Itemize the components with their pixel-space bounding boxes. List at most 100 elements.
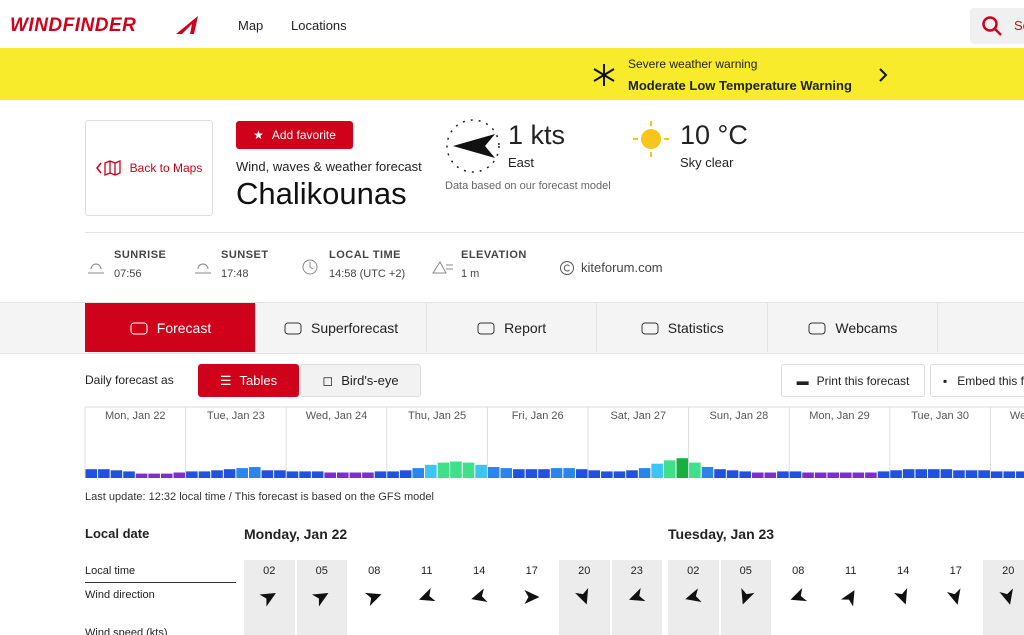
warning-title: Severe weather warning bbox=[628, 57, 758, 71]
chevron bbox=[879, 68, 888, 82]
day-label: Tue, Jan 23 bbox=[207, 410, 265, 422]
icon-sun bbox=[88, 263, 104, 274]
wind-bar bbox=[902, 469, 915, 478]
add-favorite[interactable]: ★ Add favorite bbox=[236, 121, 353, 149]
nav-link[interactable]: Map bbox=[238, 18, 264, 33]
nav-link[interactable]: Locations bbox=[291, 18, 347, 33]
view-birdseye[interactable]: ◻ Bird's-eye bbox=[300, 364, 421, 397]
source[interactable]: kiteforum.com bbox=[581, 260, 663, 275]
tab-icon bbox=[130, 322, 148, 334]
sun-icon bbox=[633, 121, 669, 157]
wind-bar bbox=[575, 469, 588, 478]
wind-compass bbox=[446, 119, 500, 173]
tab-label: Report bbox=[504, 319, 547, 336]
fact-label: SUNSET bbox=[221, 249, 269, 261]
fact-icon bbox=[195, 263, 211, 274]
hour-column bbox=[983, 560, 1024, 635]
view-tables[interactable]: ☰ Tables bbox=[198, 364, 299, 397]
wind-bar bbox=[852, 472, 865, 478]
tab[interactable]: Webcams bbox=[767, 303, 939, 352]
search-button[interactable]: Search bbox=[970, 8, 1024, 44]
back-to-maps[interactable]: Back to Maps bbox=[85, 120, 213, 216]
wind-bar bbox=[990, 471, 1003, 478]
spot-subtitle: Wind, waves & weather forecast bbox=[236, 159, 422, 174]
wind-bar bbox=[450, 461, 462, 478]
hour-label: 08 bbox=[368, 565, 381, 577]
wind-bar bbox=[676, 458, 689, 478]
print-label: Print this forecast bbox=[816, 373, 910, 388]
date-label: Monday, Jan 22 bbox=[244, 526, 348, 542]
day-label: Mon, Jan 22 bbox=[105, 410, 166, 422]
tab-label: Webcams bbox=[835, 319, 898, 336]
tab-label: Forecast bbox=[156, 319, 212, 336]
fact-value: 14:58 (UTC +2) bbox=[329, 268, 406, 280]
wind-bar bbox=[764, 472, 777, 478]
wind-bar bbox=[638, 468, 651, 478]
wind-arrow bbox=[365, 592, 382, 606]
warning-bar[interactable] bbox=[0, 48, 1024, 100]
icon-shape bbox=[477, 322, 495, 334]
day-label: Sun, Jan 28 bbox=[709, 410, 769, 422]
tab[interactable]: Forecast bbox=[85, 303, 256, 352]
favorite-label: Add favorite bbox=[271, 128, 336, 142]
wind-bar bbox=[651, 463, 663, 478]
tab[interactable]: Statistics bbox=[597, 303, 768, 352]
wind-bar bbox=[1003, 471, 1016, 478]
view-label: Tables bbox=[239, 373, 278, 388]
hour-label: 17 bbox=[525, 565, 538, 577]
icon-shape bbox=[808, 322, 826, 334]
tab-icon bbox=[808, 322, 826, 334]
icon-sun bbox=[195, 263, 211, 274]
icon-clock bbox=[302, 259, 318, 275]
wind-bar bbox=[412, 468, 425, 478]
tab[interactable]: Superforecast bbox=[256, 303, 427, 352]
wind-arrow bbox=[840, 590, 855, 607]
wind-bar bbox=[324, 472, 336, 478]
hour-label: 02 bbox=[687, 565, 700, 577]
wind-bar bbox=[286, 471, 299, 478]
wind-arrow bbox=[259, 593, 276, 607]
wind-bar bbox=[425, 464, 437, 478]
embed-icon: ▪ bbox=[943, 373, 948, 388]
last-update: Last update: 12:32 local time / This for… bbox=[85, 491, 434, 503]
tab[interactable]: Report bbox=[426, 303, 598, 352]
wind-bar bbox=[248, 467, 261, 478]
wind-direction: East bbox=[508, 155, 535, 170]
wind-bar bbox=[513, 469, 525, 478]
day-label: Wed, Jan 31 bbox=[1009, 410, 1024, 422]
hour-label: 05 bbox=[739, 565, 752, 577]
wind-bar bbox=[890, 470, 902, 478]
wind-bar bbox=[437, 462, 450, 478]
hour-label: 20 bbox=[1002, 565, 1015, 577]
tab-icon bbox=[284, 322, 302, 334]
row-label: Local date bbox=[85, 526, 150, 541]
divider bbox=[85, 232, 1024, 233]
embed-label: Embed this forecast bbox=[957, 373, 1024, 388]
wind-bar bbox=[601, 471, 613, 478]
icon-shape bbox=[641, 322, 659, 334]
wind-bar bbox=[525, 469, 538, 478]
print-button[interactable]: ▬ Print this forecast bbox=[781, 364, 925, 397]
row-label: Wind direction bbox=[85, 589, 155, 601]
wind-bar bbox=[475, 464, 487, 478]
wind-bar bbox=[714, 469, 726, 478]
embed-button[interactable]: ▪ Embed this forecast bbox=[930, 364, 1024, 397]
wind-arrow bbox=[471, 588, 488, 602]
fact-icon bbox=[302, 259, 318, 275]
wind-arrow bbox=[999, 588, 1013, 605]
icon-hand bbox=[309, 262, 314, 270]
logo[interactable]: WINDFINDER bbox=[10, 15, 137, 36]
wind-bar bbox=[626, 470, 638, 478]
row-label: Local time bbox=[85, 565, 136, 577]
toolbar-label: Daily forecast as bbox=[85, 373, 174, 387]
tab-label: Superforecast bbox=[311, 319, 399, 336]
row-label: Wind speed (kts) bbox=[85, 627, 168, 635]
wind-bar bbox=[236, 468, 248, 478]
hour-label: 14 bbox=[473, 565, 486, 577]
date-label: Tuesday, Jan 23 bbox=[668, 526, 775, 542]
direction-row bbox=[685, 588, 1013, 607]
wind-bar bbox=[349, 472, 362, 478]
wind-bar bbox=[160, 473, 173, 478]
wind-bar bbox=[978, 470, 990, 478]
